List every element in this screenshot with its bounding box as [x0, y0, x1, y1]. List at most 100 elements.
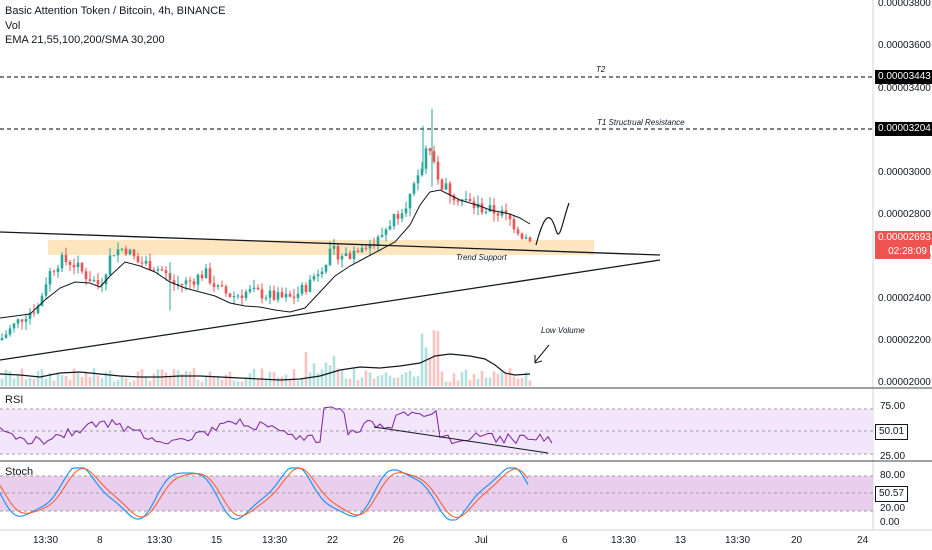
volume-bar	[16, 375, 20, 386]
candle-body	[332, 246, 336, 249]
candle-body	[224, 286, 228, 294]
volume-bar	[88, 376, 92, 386]
volume-bar	[348, 378, 352, 386]
chart-title: Basic Attention Token / Bitcoin, 4h, BIN…	[5, 5, 226, 17]
price-tick: 0.00003000	[878, 167, 931, 178]
candle-body	[272, 290, 276, 300]
candle-body	[284, 293, 288, 298]
volume-bar	[72, 368, 76, 386]
candle-body	[424, 148, 428, 169]
volume-bar	[496, 374, 500, 386]
volume-ma-line	[0, 353, 531, 381]
volume-bar	[100, 378, 104, 386]
candle-body	[36, 305, 40, 314]
volume-bar	[152, 373, 156, 386]
volume-bar	[264, 379, 268, 386]
candle-body	[320, 271, 324, 275]
candle-body	[204, 268, 208, 279]
low-volume-label: Low Volume	[541, 326, 585, 335]
candle-body	[228, 293, 232, 298]
candle-body	[124, 248, 128, 255]
candle-body	[524, 237, 528, 239]
volume-bar	[344, 378, 348, 386]
volume-bar	[48, 372, 52, 386]
volume-bar	[104, 372, 108, 386]
volume-bar	[212, 376, 216, 386]
candle-body	[152, 269, 156, 271]
t1-label: T1 Structrual Resistance	[597, 118, 685, 127]
volume-bar	[116, 379, 120, 386]
volume-bar	[528, 380, 532, 386]
candle-body	[308, 279, 312, 292]
candle-body	[24, 318, 28, 322]
volume-bar	[108, 370, 112, 386]
volume-bar	[440, 371, 444, 386]
candle-body	[52, 271, 56, 273]
candle-body	[248, 289, 252, 292]
volume-bar	[120, 375, 124, 386]
volume-bar	[384, 372, 388, 386]
volume-bar	[424, 347, 428, 386]
volume-bar	[500, 370, 504, 386]
volume-bar	[372, 378, 376, 386]
rsi-tick: 25.00	[880, 451, 906, 462]
candle-body	[384, 229, 388, 235]
volume-bar	[188, 371, 192, 386]
volume-bar	[52, 380, 56, 386]
price-tick: 0.00002000	[878, 377, 931, 388]
volume-bar	[224, 374, 228, 386]
countdown-tag: 02:28:09	[875, 245, 930, 259]
candle-body	[352, 250, 356, 259]
candle-body	[268, 290, 272, 298]
low-volume-arrow	[534, 344, 550, 363]
candle-body	[324, 264, 328, 272]
candle-body	[208, 268, 212, 284]
time-tick: 6	[562, 535, 568, 546]
volume-label: Vol	[5, 20, 21, 32]
volume-bar	[448, 381, 452, 386]
candle-body	[420, 168, 424, 176]
candle-body	[360, 247, 364, 253]
time-tick: 13:30	[33, 535, 59, 546]
support-zone	[48, 240, 594, 255]
candle-body	[56, 268, 60, 273]
candle-body	[216, 285, 220, 287]
volume-bar	[56, 372, 60, 386]
price-tick: 0.00003800	[878, 0, 931, 9]
candle-body	[188, 280, 192, 282]
candle-body	[492, 205, 496, 214]
rsi-value-tag: 50.01	[875, 424, 909, 440]
candle-body	[28, 312, 32, 319]
volume-bar	[252, 368, 256, 386]
candle-body	[156, 269, 160, 271]
volume-bar	[0, 378, 4, 386]
candle-body	[488, 205, 492, 212]
volume-bar	[336, 368, 340, 386]
volume-bar	[172, 369, 176, 386]
candle-body	[496, 213, 500, 216]
volume-bar	[412, 376, 416, 386]
candle-body	[428, 148, 432, 152]
time-tick: 13:30	[725, 535, 751, 546]
candle-body	[176, 283, 180, 285]
volume-bar	[240, 381, 244, 386]
volume-bar	[292, 369, 296, 386]
candle-body	[440, 179, 444, 190]
candle-body	[416, 175, 420, 184]
volume-bar	[232, 380, 236, 386]
candle-body	[316, 274, 320, 277]
volume-bar	[192, 368, 196, 386]
candle-body	[396, 214, 400, 219]
candle-body	[16, 319, 20, 324]
volume-bar	[392, 378, 396, 386]
rsi-line	[0, 406, 553, 445]
volume-bar	[168, 376, 172, 386]
volume-bar	[484, 377, 488, 386]
volume-bar	[136, 371, 140, 386]
candle-body	[304, 285, 308, 292]
candle-body	[432, 151, 436, 162]
volume-bar	[260, 368, 264, 386]
volume-bar	[508, 368, 512, 386]
volume-bar	[488, 377, 492, 386]
